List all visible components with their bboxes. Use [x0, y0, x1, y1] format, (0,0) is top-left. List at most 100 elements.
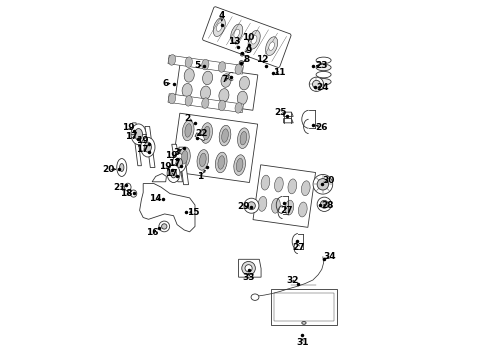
- Ellipse shape: [241, 53, 244, 56]
- Ellipse shape: [239, 76, 249, 90]
- Ellipse shape: [159, 221, 170, 232]
- Ellipse shape: [316, 78, 331, 85]
- Text: 31: 31: [296, 338, 308, 347]
- Ellipse shape: [301, 181, 310, 196]
- Ellipse shape: [239, 61, 244, 65]
- Text: 3: 3: [173, 148, 179, 157]
- Text: 10: 10: [243, 33, 255, 42]
- Text: 5: 5: [195, 61, 201, 70]
- Polygon shape: [284, 118, 293, 123]
- Ellipse shape: [313, 80, 320, 88]
- Text: 4: 4: [219, 11, 225, 20]
- Ellipse shape: [285, 200, 294, 215]
- Ellipse shape: [202, 71, 213, 85]
- Ellipse shape: [236, 158, 243, 172]
- Ellipse shape: [313, 175, 333, 194]
- Ellipse shape: [202, 98, 209, 108]
- Text: 15: 15: [187, 208, 199, 217]
- FancyBboxPatch shape: [168, 55, 244, 74]
- Ellipse shape: [271, 198, 280, 213]
- Ellipse shape: [216, 152, 227, 173]
- Ellipse shape: [169, 93, 176, 104]
- Polygon shape: [140, 184, 195, 232]
- Ellipse shape: [217, 23, 222, 31]
- Text: 19: 19: [122, 123, 134, 132]
- Ellipse shape: [266, 37, 278, 55]
- Ellipse shape: [135, 129, 143, 140]
- Ellipse shape: [200, 86, 211, 100]
- Text: 17: 17: [165, 170, 177, 179]
- Ellipse shape: [141, 137, 155, 157]
- Polygon shape: [172, 144, 182, 182]
- Ellipse shape: [317, 197, 331, 211]
- Text: 7: 7: [221, 76, 228, 85]
- Ellipse shape: [237, 91, 247, 105]
- Polygon shape: [152, 174, 167, 182]
- Ellipse shape: [185, 124, 192, 137]
- Ellipse shape: [199, 153, 206, 167]
- Text: 30: 30: [323, 176, 335, 185]
- Text: 34: 34: [324, 252, 336, 261]
- Polygon shape: [145, 126, 155, 167]
- Ellipse shape: [235, 103, 242, 113]
- Text: 19: 19: [136, 136, 149, 145]
- Ellipse shape: [131, 124, 146, 145]
- Ellipse shape: [184, 69, 194, 82]
- FancyBboxPatch shape: [253, 165, 316, 228]
- Ellipse shape: [219, 100, 225, 111]
- Ellipse shape: [274, 177, 283, 192]
- Ellipse shape: [219, 62, 225, 72]
- Ellipse shape: [269, 42, 274, 50]
- Text: 6: 6: [163, 79, 169, 88]
- Ellipse shape: [238, 128, 249, 148]
- Text: 23: 23: [316, 61, 328, 70]
- Ellipse shape: [201, 123, 213, 143]
- Ellipse shape: [219, 125, 231, 146]
- Ellipse shape: [169, 55, 176, 65]
- FancyBboxPatch shape: [175, 64, 258, 110]
- Ellipse shape: [309, 77, 323, 91]
- Text: 12: 12: [256, 55, 269, 64]
- FancyBboxPatch shape: [172, 113, 258, 183]
- Ellipse shape: [203, 126, 210, 140]
- Ellipse shape: [245, 265, 252, 272]
- Text: 1: 1: [197, 172, 203, 181]
- Ellipse shape: [130, 190, 137, 197]
- Text: 17: 17: [168, 159, 181, 168]
- Ellipse shape: [219, 89, 229, 102]
- Ellipse shape: [316, 71, 331, 78]
- FancyBboxPatch shape: [202, 7, 291, 67]
- Ellipse shape: [221, 129, 228, 142]
- Ellipse shape: [172, 154, 186, 172]
- Ellipse shape: [221, 74, 231, 87]
- Text: 24: 24: [317, 83, 329, 92]
- Text: 22: 22: [195, 129, 208, 138]
- Ellipse shape: [171, 169, 176, 178]
- Ellipse shape: [197, 150, 209, 170]
- Text: 20: 20: [102, 165, 115, 174]
- Ellipse shape: [234, 155, 245, 175]
- Text: 33: 33: [243, 273, 255, 282]
- Text: 29: 29: [237, 202, 249, 211]
- Ellipse shape: [185, 95, 193, 106]
- Text: 27: 27: [292, 243, 305, 252]
- Ellipse shape: [162, 224, 167, 229]
- Text: 25: 25: [274, 108, 287, 117]
- Ellipse shape: [234, 29, 240, 38]
- Text: 18: 18: [120, 189, 133, 198]
- Ellipse shape: [242, 261, 255, 275]
- Ellipse shape: [182, 84, 192, 97]
- Ellipse shape: [240, 131, 247, 145]
- FancyBboxPatch shape: [168, 94, 244, 113]
- Text: 19: 19: [159, 162, 172, 171]
- Ellipse shape: [261, 175, 270, 190]
- Ellipse shape: [316, 57, 331, 64]
- Ellipse shape: [167, 165, 180, 183]
- Ellipse shape: [185, 57, 193, 68]
- Text: 14: 14: [148, 194, 161, 203]
- Ellipse shape: [298, 202, 307, 217]
- Ellipse shape: [117, 158, 127, 176]
- Text: 8: 8: [244, 55, 250, 64]
- Ellipse shape: [235, 64, 242, 75]
- Ellipse shape: [288, 179, 297, 194]
